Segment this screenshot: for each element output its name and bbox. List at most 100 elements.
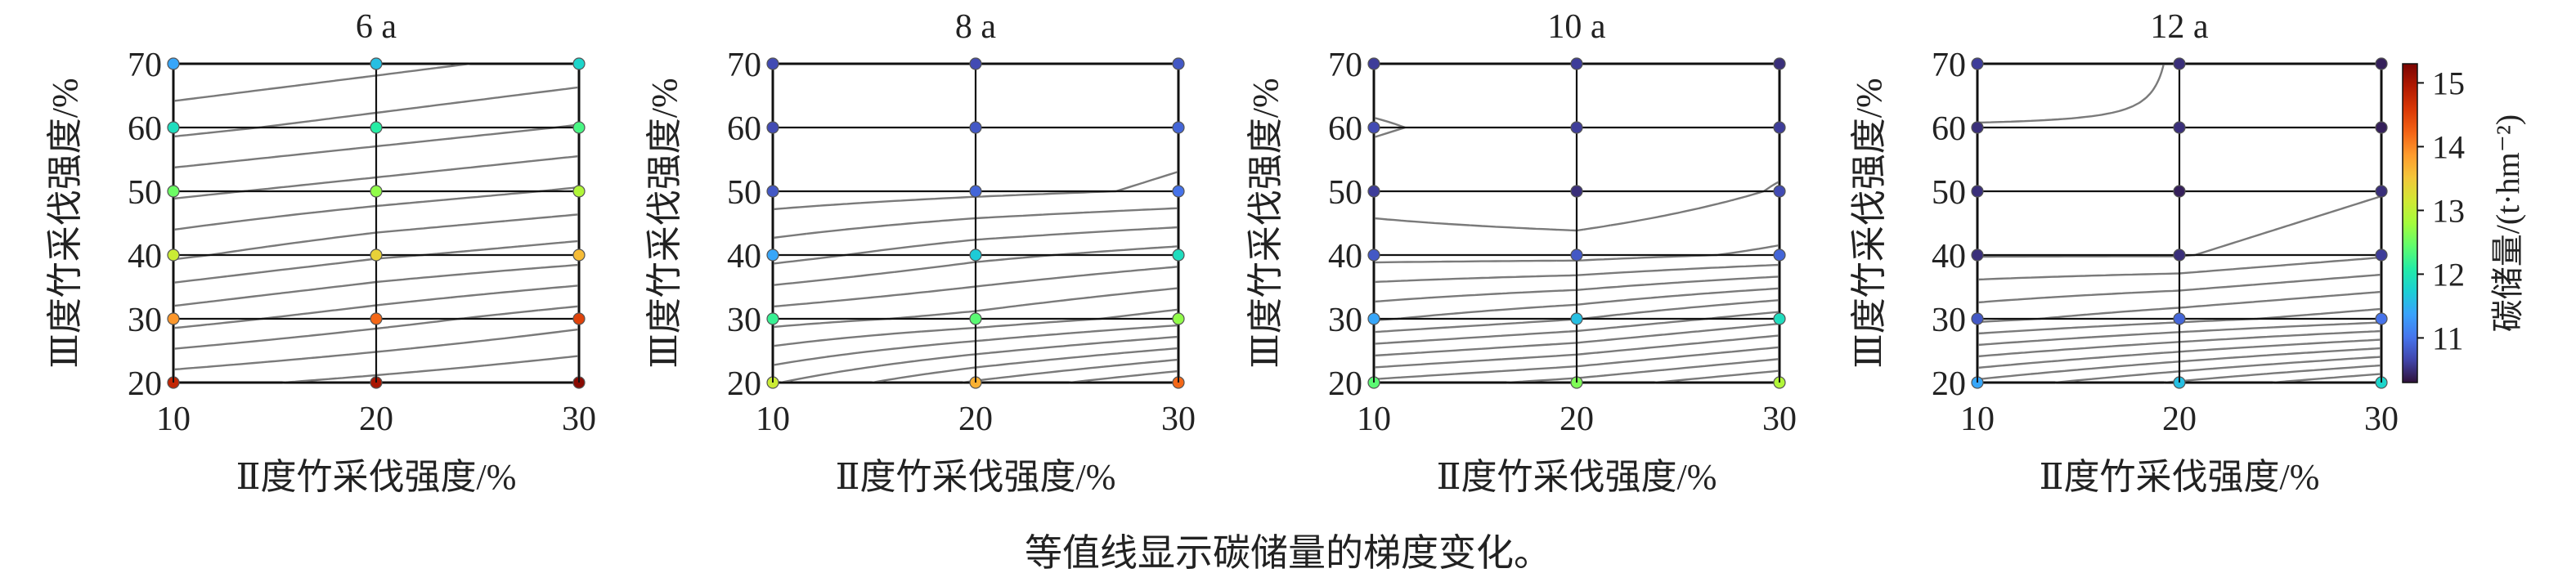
y-tick-label: 70 xyxy=(128,47,162,84)
data-point xyxy=(1172,185,1185,198)
y-tick-label: 70 xyxy=(1932,47,1966,84)
contour-line xyxy=(173,123,580,169)
contour-line xyxy=(1373,299,1780,334)
colorbar-tick-label: 14 xyxy=(2432,128,2465,165)
panel-title: 8 a xyxy=(955,8,997,46)
contour-line xyxy=(173,328,580,371)
x-tick-label: 30 xyxy=(562,401,596,438)
contour-line xyxy=(1654,369,1780,384)
contour-line xyxy=(772,287,1179,329)
data-point xyxy=(1367,312,1380,325)
data-point xyxy=(572,121,586,134)
y-tick-label: 50 xyxy=(727,174,761,212)
y-tick-label: 60 xyxy=(1328,110,1362,148)
data-point xyxy=(1773,185,1786,198)
data-point xyxy=(1172,248,1185,262)
contour-line xyxy=(1373,334,1780,369)
data-point xyxy=(1172,312,1185,325)
data-point xyxy=(1971,185,1984,198)
data-point xyxy=(2173,312,2186,325)
x-tick-label: 20 xyxy=(958,401,993,438)
contour-line xyxy=(2163,364,2382,384)
data-point xyxy=(969,312,982,325)
contour-line xyxy=(1373,275,1780,303)
data-point xyxy=(1172,121,1185,134)
x-axis-label: Ⅱ度竹采伐强度/% xyxy=(1437,457,1717,497)
data-point xyxy=(2173,57,2186,70)
contour-line xyxy=(282,355,580,384)
data-point xyxy=(167,121,180,134)
contour-line xyxy=(173,240,580,284)
contour-lines xyxy=(1373,116,1780,384)
data-point xyxy=(1773,57,1786,70)
x-tick-label: 30 xyxy=(2364,401,2399,438)
data-point xyxy=(370,121,383,134)
colorbar: 11 12 13 14 15 碳储量/(t·hm⁻²) xyxy=(2402,63,2526,383)
y-tick-label: 40 xyxy=(128,238,162,275)
data-point xyxy=(572,57,586,70)
y-tick-label: 40 xyxy=(1932,238,1966,275)
y-tick-label: 40 xyxy=(1328,238,1362,275)
data-point xyxy=(1971,312,1984,325)
data-point xyxy=(370,312,383,325)
data-point xyxy=(766,57,779,70)
contour-line xyxy=(173,263,580,307)
y-tick-label: 30 xyxy=(128,302,162,339)
contour-line xyxy=(173,154,580,200)
contour-line xyxy=(772,207,1179,240)
y-tick-label: 70 xyxy=(727,47,761,84)
data-point xyxy=(766,312,779,325)
data-point xyxy=(2375,185,2388,198)
x-axis-label: Ⅱ度竹采伐强度/% xyxy=(236,457,517,497)
data-point xyxy=(167,312,180,325)
data-point xyxy=(1367,248,1380,262)
y-tick-label: 20 xyxy=(727,365,761,403)
contour-lines xyxy=(772,170,1179,384)
contour-line xyxy=(1977,256,2382,281)
x-axis-label: Ⅱ度竹采伐强度/% xyxy=(836,457,1116,497)
x-tick-label: 20 xyxy=(2162,401,2197,438)
data-point xyxy=(572,312,586,325)
x-tick-label: 30 xyxy=(1161,401,1196,438)
data-point xyxy=(2173,248,2186,262)
x-axis-label: Ⅱ度竹采伐强度/% xyxy=(2040,457,2320,497)
x-tick-label: 30 xyxy=(1762,401,1797,438)
data-point xyxy=(1367,57,1380,70)
data-point xyxy=(969,248,982,262)
data-point xyxy=(969,57,982,70)
contour-line xyxy=(1506,358,1780,384)
colorbar-label: 碳储量/(t·hm⁻²) xyxy=(2489,114,2526,332)
contour-line xyxy=(173,305,580,350)
data-point xyxy=(1773,248,1786,262)
y-tick-label: 60 xyxy=(727,110,761,148)
data-point xyxy=(1971,248,1984,262)
data-point xyxy=(370,57,383,70)
data-point xyxy=(766,248,779,262)
y-tick-label: 30 xyxy=(727,302,761,339)
y-tick-label: 20 xyxy=(128,365,162,403)
contour-line xyxy=(772,324,1179,366)
y-tick-label: 20 xyxy=(1932,365,1966,403)
contour-line xyxy=(1977,273,2382,304)
data-point xyxy=(2375,312,2388,325)
colorbar-tick-label: 15 xyxy=(2432,65,2465,101)
colorbar-tick-label: 11 xyxy=(2432,320,2464,356)
colorbar-tick-label: 12 xyxy=(2432,256,2465,293)
data-point xyxy=(167,57,180,70)
data-point xyxy=(766,121,779,134)
colorbar-bar xyxy=(2402,63,2418,383)
contour-lines xyxy=(1977,63,2382,384)
x-tick-label: 10 xyxy=(156,401,191,438)
contour-line xyxy=(173,62,470,102)
grid-lines xyxy=(771,62,1180,384)
data-point xyxy=(969,121,982,134)
contour-line xyxy=(962,358,1179,384)
data-point xyxy=(370,185,383,198)
data-point xyxy=(167,185,180,198)
data-point xyxy=(1570,185,1583,198)
y-tick-label: 50 xyxy=(1328,174,1362,212)
